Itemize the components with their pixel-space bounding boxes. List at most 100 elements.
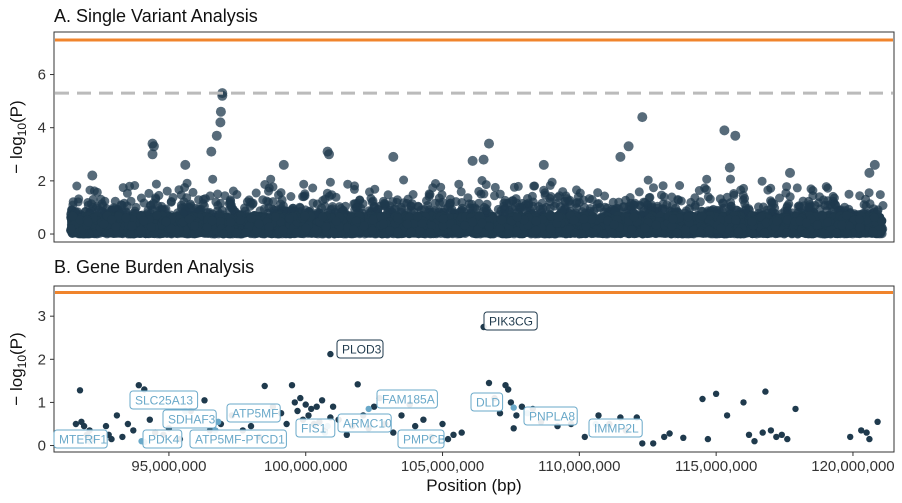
variant-point [739,183,749,193]
variant-point [500,195,510,205]
variant-point [264,197,273,207]
variant-point [844,189,854,199]
variant-point [510,202,520,212]
variant-point [437,190,447,200]
variant-point [490,182,500,192]
variant-point [98,201,108,211]
variant-point [68,197,78,207]
variant-point [286,192,296,201]
variant-point [194,195,204,205]
variant-point [594,199,604,208]
variant-point [463,193,473,203]
variant-point [840,202,850,212]
variant-point [300,191,310,201]
variant-point [213,189,223,199]
variant-point [726,201,736,211]
variant-point [188,187,198,197]
variant-point [806,184,816,194]
variant-point [673,195,683,204]
variant-point [325,177,335,187]
variant-point [821,182,831,192]
variant-point [379,198,389,208]
variant-point [414,202,424,212]
variant-point [775,193,784,203]
variant-point [686,197,696,207]
variant-point [657,190,666,200]
variant-point [144,188,154,198]
variant-point [593,188,603,198]
variant-point [671,203,681,213]
variant-point [383,190,393,200]
variant-point [803,203,813,213]
variant-point [649,183,658,193]
variant-point [276,188,286,198]
variant-point [784,199,794,209]
variant-point [792,183,802,193]
variant-point [513,181,523,191]
variant-point [527,191,537,201]
variant-point [524,198,533,208]
variant-point [130,181,140,190]
variant-point [571,199,581,209]
variant-point [245,201,255,211]
variant-point [208,174,218,184]
variant-point [299,179,309,189]
variant-point [308,183,318,193]
variant-point [530,181,540,191]
variant-point [634,187,644,197]
variant-point [481,180,491,190]
variant-point [705,194,715,204]
variant-point [782,182,792,192]
variant-point [430,198,440,208]
variant-point [72,181,82,191]
variant-point [476,189,486,199]
variant-point [757,176,767,186]
variant-point [702,174,712,184]
variant-point [600,191,610,201]
variant-point [185,199,195,209]
variant-point [228,186,238,196]
variant-point [658,181,668,191]
variant-point [553,192,563,202]
variant-point [343,179,353,189]
variant-point [767,198,777,208]
variant-point [166,197,176,207]
variant-point [861,194,871,204]
variant-point [350,204,360,214]
variant-point [148,198,158,208]
variant-point [325,191,334,201]
variant-point [643,175,653,185]
variant-point [220,191,230,201]
variant-point [288,203,298,213]
variant-point [579,195,589,205]
variant-point [151,179,161,189]
variant-point [278,201,288,211]
variant-point [828,191,838,201]
panel-a-title: A. Single Variant Analysis [54,6,258,26]
variant-point [422,196,431,206]
variant-point [454,179,464,189]
variant-point [875,190,885,200]
variant-point [451,197,461,207]
variant-point [675,181,685,190]
variant-point [399,175,409,185]
variant-point [436,182,446,192]
variant-point [216,198,226,208]
variant-point [126,196,136,206]
panel-a-points [66,88,888,239]
variant-point [366,194,376,203]
variant-point [89,186,99,196]
variant-point [534,202,544,211]
variant-point [644,193,654,203]
variant-point [162,186,172,196]
variant-point [540,190,550,200]
variant-point [618,202,628,212]
variant-point [136,193,146,203]
variant-point [251,188,261,198]
variant-point [804,196,814,206]
variant-point [266,174,276,184]
variant-point [456,187,466,197]
variant-point [428,183,438,193]
variant-point [495,189,505,199]
